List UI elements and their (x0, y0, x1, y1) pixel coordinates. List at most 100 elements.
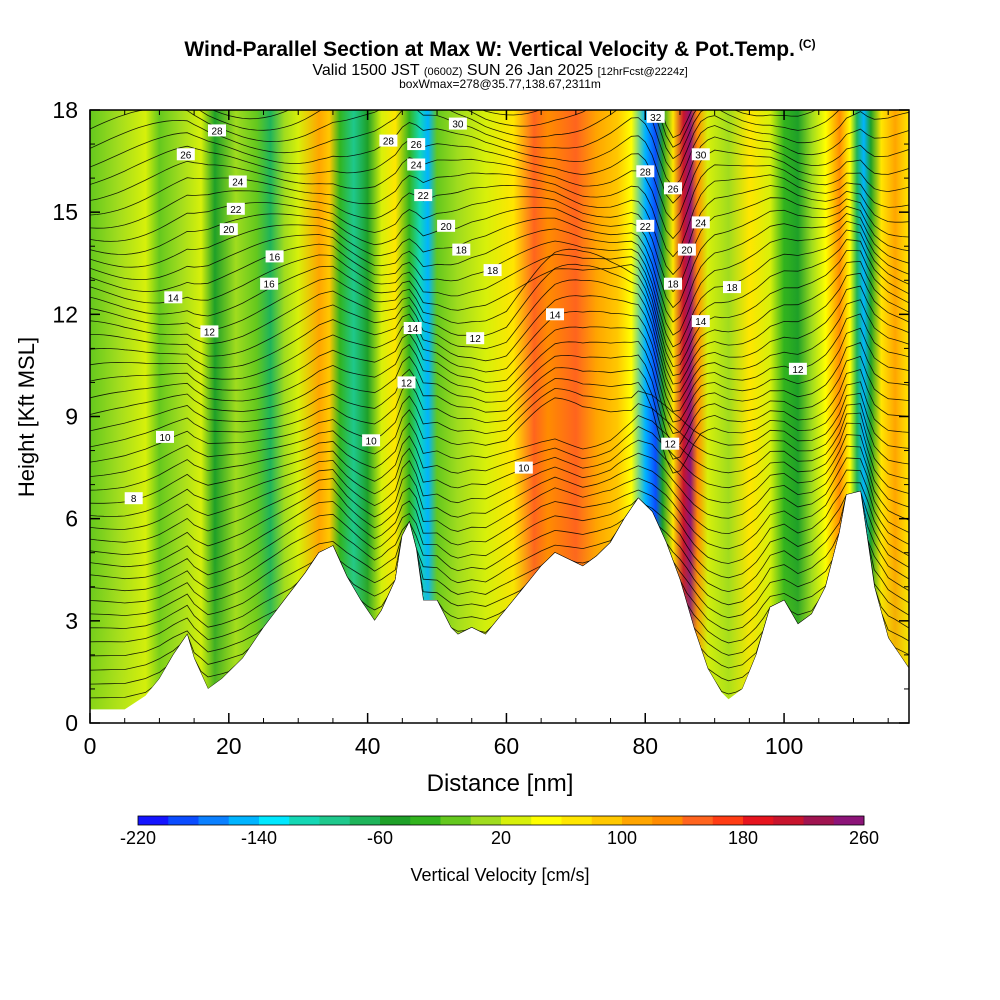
contour-label: 20 (677, 243, 696, 257)
contour-label: 28 (636, 165, 655, 178)
contour-label: 14 (546, 308, 564, 321)
contour-label: 26 (407, 138, 426, 151)
contour-label-text: 16 (264, 280, 276, 291)
x-tick-label: 60 (494, 733, 520, 759)
isentrope-line (90, 157, 909, 240)
contour-label: 16 (265, 250, 284, 263)
contour-label: 28 (208, 124, 226, 137)
contour-label: 22 (226, 202, 245, 216)
contour-label-text: 14 (695, 317, 707, 328)
x-tick-label: 80 (632, 733, 658, 759)
contour-label-text: 20 (681, 246, 693, 257)
colorbar-swatch (561, 816, 593, 825)
contour-label-text: 28 (383, 137, 395, 148)
contour-label-text: 28 (640, 167, 652, 178)
contour-label-bg (208, 124, 226, 137)
isentrope-line (90, 490, 909, 580)
isentrope-line (90, 482, 909, 568)
isentrope-line (90, 110, 909, 188)
x-tick-label: 20 (216, 733, 242, 759)
y-tick-label: 6 (65, 506, 78, 532)
contour-label-text: 14 (168, 293, 180, 304)
x-tick-label: 40 (355, 733, 381, 759)
colorbar-swatch (622, 816, 653, 825)
isentrope-line (198, 110, 840, 160)
colorbar-swatch (712, 816, 744, 825)
colorbar: -220 -140 -60 20 100 180 260 (120, 815, 879, 848)
contour-label-bg (661, 437, 680, 450)
chart-subtitle: Valid 1500 JST (0600Z) SUN 26 Jan 2025 [… (0, 62, 1000, 80)
contour-label-bg (407, 158, 426, 171)
contour-label: 24 (407, 158, 426, 172)
contour-label-bg (636, 219, 655, 232)
isentrope-line (90, 490, 909, 606)
potential-temperature-contours (90, 110, 909, 699)
isentrope-line (90, 263, 909, 385)
contour-label-text: 16 (269, 252, 281, 263)
contour-label-bg (691, 216, 710, 229)
isentrope-line (90, 310, 909, 412)
contour-label: 12 (661, 437, 680, 451)
isentrope-line (90, 490, 909, 631)
contour-label-bg (723, 281, 741, 294)
contour-label: 14 (691, 315, 710, 328)
box-max-info: boxWmax=278@35.77,138.67,2311m (399, 77, 601, 91)
isentrope-line (90, 422, 909, 504)
colorbar-frame (137, 815, 865, 826)
contour-label: 12 (200, 325, 219, 338)
contour-label-text: 14 (549, 310, 561, 321)
contour-label-bg (414, 189, 433, 202)
contour-label-text: 12 (792, 365, 804, 376)
contour-label-text: 18 (726, 283, 738, 294)
colorbar-swatch (833, 816, 865, 825)
colorbar-tick-label: 180 (728, 828, 758, 848)
contour-label-text: 18 (667, 280, 679, 291)
isentrope-line (90, 490, 909, 619)
isentrope-line (90, 445, 909, 530)
colorbar-swatch (440, 816, 472, 825)
y-tick-label: 12 (52, 301, 78, 327)
contour-label: 14 (164, 291, 183, 304)
contour-label: 22 (636, 219, 655, 233)
contour-label-bg (219, 223, 238, 236)
isentrope-line (90, 239, 909, 358)
contour-label: 10 (362, 434, 381, 447)
contour-label-text: 22 (418, 191, 430, 202)
contour-label-bg (437, 219, 456, 232)
contour-label: 18 (452, 243, 471, 257)
contour-label-text: 18 (456, 246, 468, 257)
contour-label-bg (407, 138, 426, 151)
isentrope-line (90, 469, 909, 556)
contour-label-text: 28 (211, 126, 223, 137)
contour-label: 26 (664, 182, 682, 195)
valid-zulu: (0600Z) (423, 66, 463, 78)
y-tick-label: 9 (65, 404, 78, 430)
chart-title: Wind-Parallel Section at Max W: Vertical… (0, 37, 1000, 62)
contour-label-bg (265, 250, 284, 263)
contour-label-text: 26 (180, 150, 192, 161)
contour-label-bg (546, 308, 564, 321)
colorbar-tick-label: 260 (849, 828, 879, 848)
contour-label: 10 (514, 461, 533, 475)
colorbar-swatch (652, 816, 683, 825)
copyright-mark: (C) (798, 37, 816, 51)
isentrope-line (90, 248, 909, 376)
colorbar-swatch (168, 816, 199, 825)
contour-label: 30 (448, 117, 467, 131)
colorbar-swatch (349, 816, 381, 825)
contour-label-bg (636, 165, 655, 178)
contour-label: 16 (260, 277, 279, 291)
contour-label-bg (164, 291, 183, 304)
isentrope-line (90, 397, 909, 477)
y-tick-label: 3 (65, 608, 78, 634)
colorbar-swatch (682, 816, 714, 825)
contour-label-bg (452, 243, 471, 256)
contour-label: 18 (723, 281, 741, 294)
colorbar-swatch (319, 816, 351, 825)
contour-label: 14 (403, 322, 422, 335)
contour-label: 12 (397, 376, 416, 389)
contour-label-text: 24 (232, 178, 244, 189)
contour-label-text: 32 (650, 113, 662, 124)
contour-label-text: 26 (667, 184, 679, 195)
